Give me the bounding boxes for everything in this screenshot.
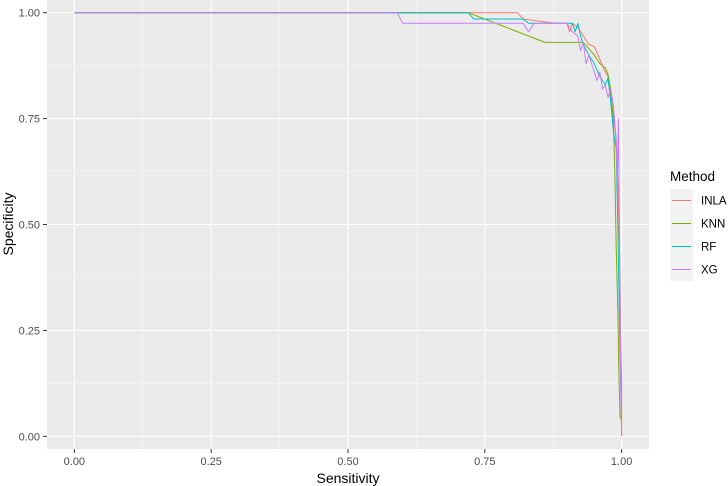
- x-tick-label: 0.50: [337, 456, 358, 468]
- legend-label-xg: XG: [701, 265, 718, 277]
- series-line-rf: [74, 12, 623, 411]
- series-layer: [74, 12, 623, 437]
- series-line-xg: [74, 12, 623, 437]
- y-axis-title: Specificity: [0, 192, 16, 255]
- axis-ticks: [43, 12, 623, 453]
- y-tick-label: 1.00: [19, 8, 40, 20]
- legend-label-rf: RF: [701, 242, 716, 254]
- legend-label-knn: KNN: [701, 219, 725, 231]
- legend-label-inla: INLA: [701, 196, 727, 208]
- series-line-knn: [74, 12, 622, 420]
- legend-title: Method: [670, 169, 715, 184]
- y-tick-label: 0.25: [19, 325, 40, 337]
- x-tick-label: 1.00: [611, 456, 632, 468]
- x-axis-title: Sensitivity: [316, 470, 379, 486]
- x-tick-label: 0.75: [474, 456, 495, 468]
- axis-labels: 0.00 0.25 0.50 0.75 1.00 0.00 0.25 0.50 0.75 1.00: [19, 8, 633, 468]
- x-tick-label: 0.00: [64, 456, 85, 468]
- y-tick-label: 0.50: [19, 220, 40, 232]
- y-tick-label: 0.00: [19, 431, 40, 443]
- x-tick-label: 0.25: [200, 456, 221, 468]
- y-tick-label: 0.75: [19, 114, 40, 126]
- legend: Method INLA KNN RF XG: [670, 169, 727, 281]
